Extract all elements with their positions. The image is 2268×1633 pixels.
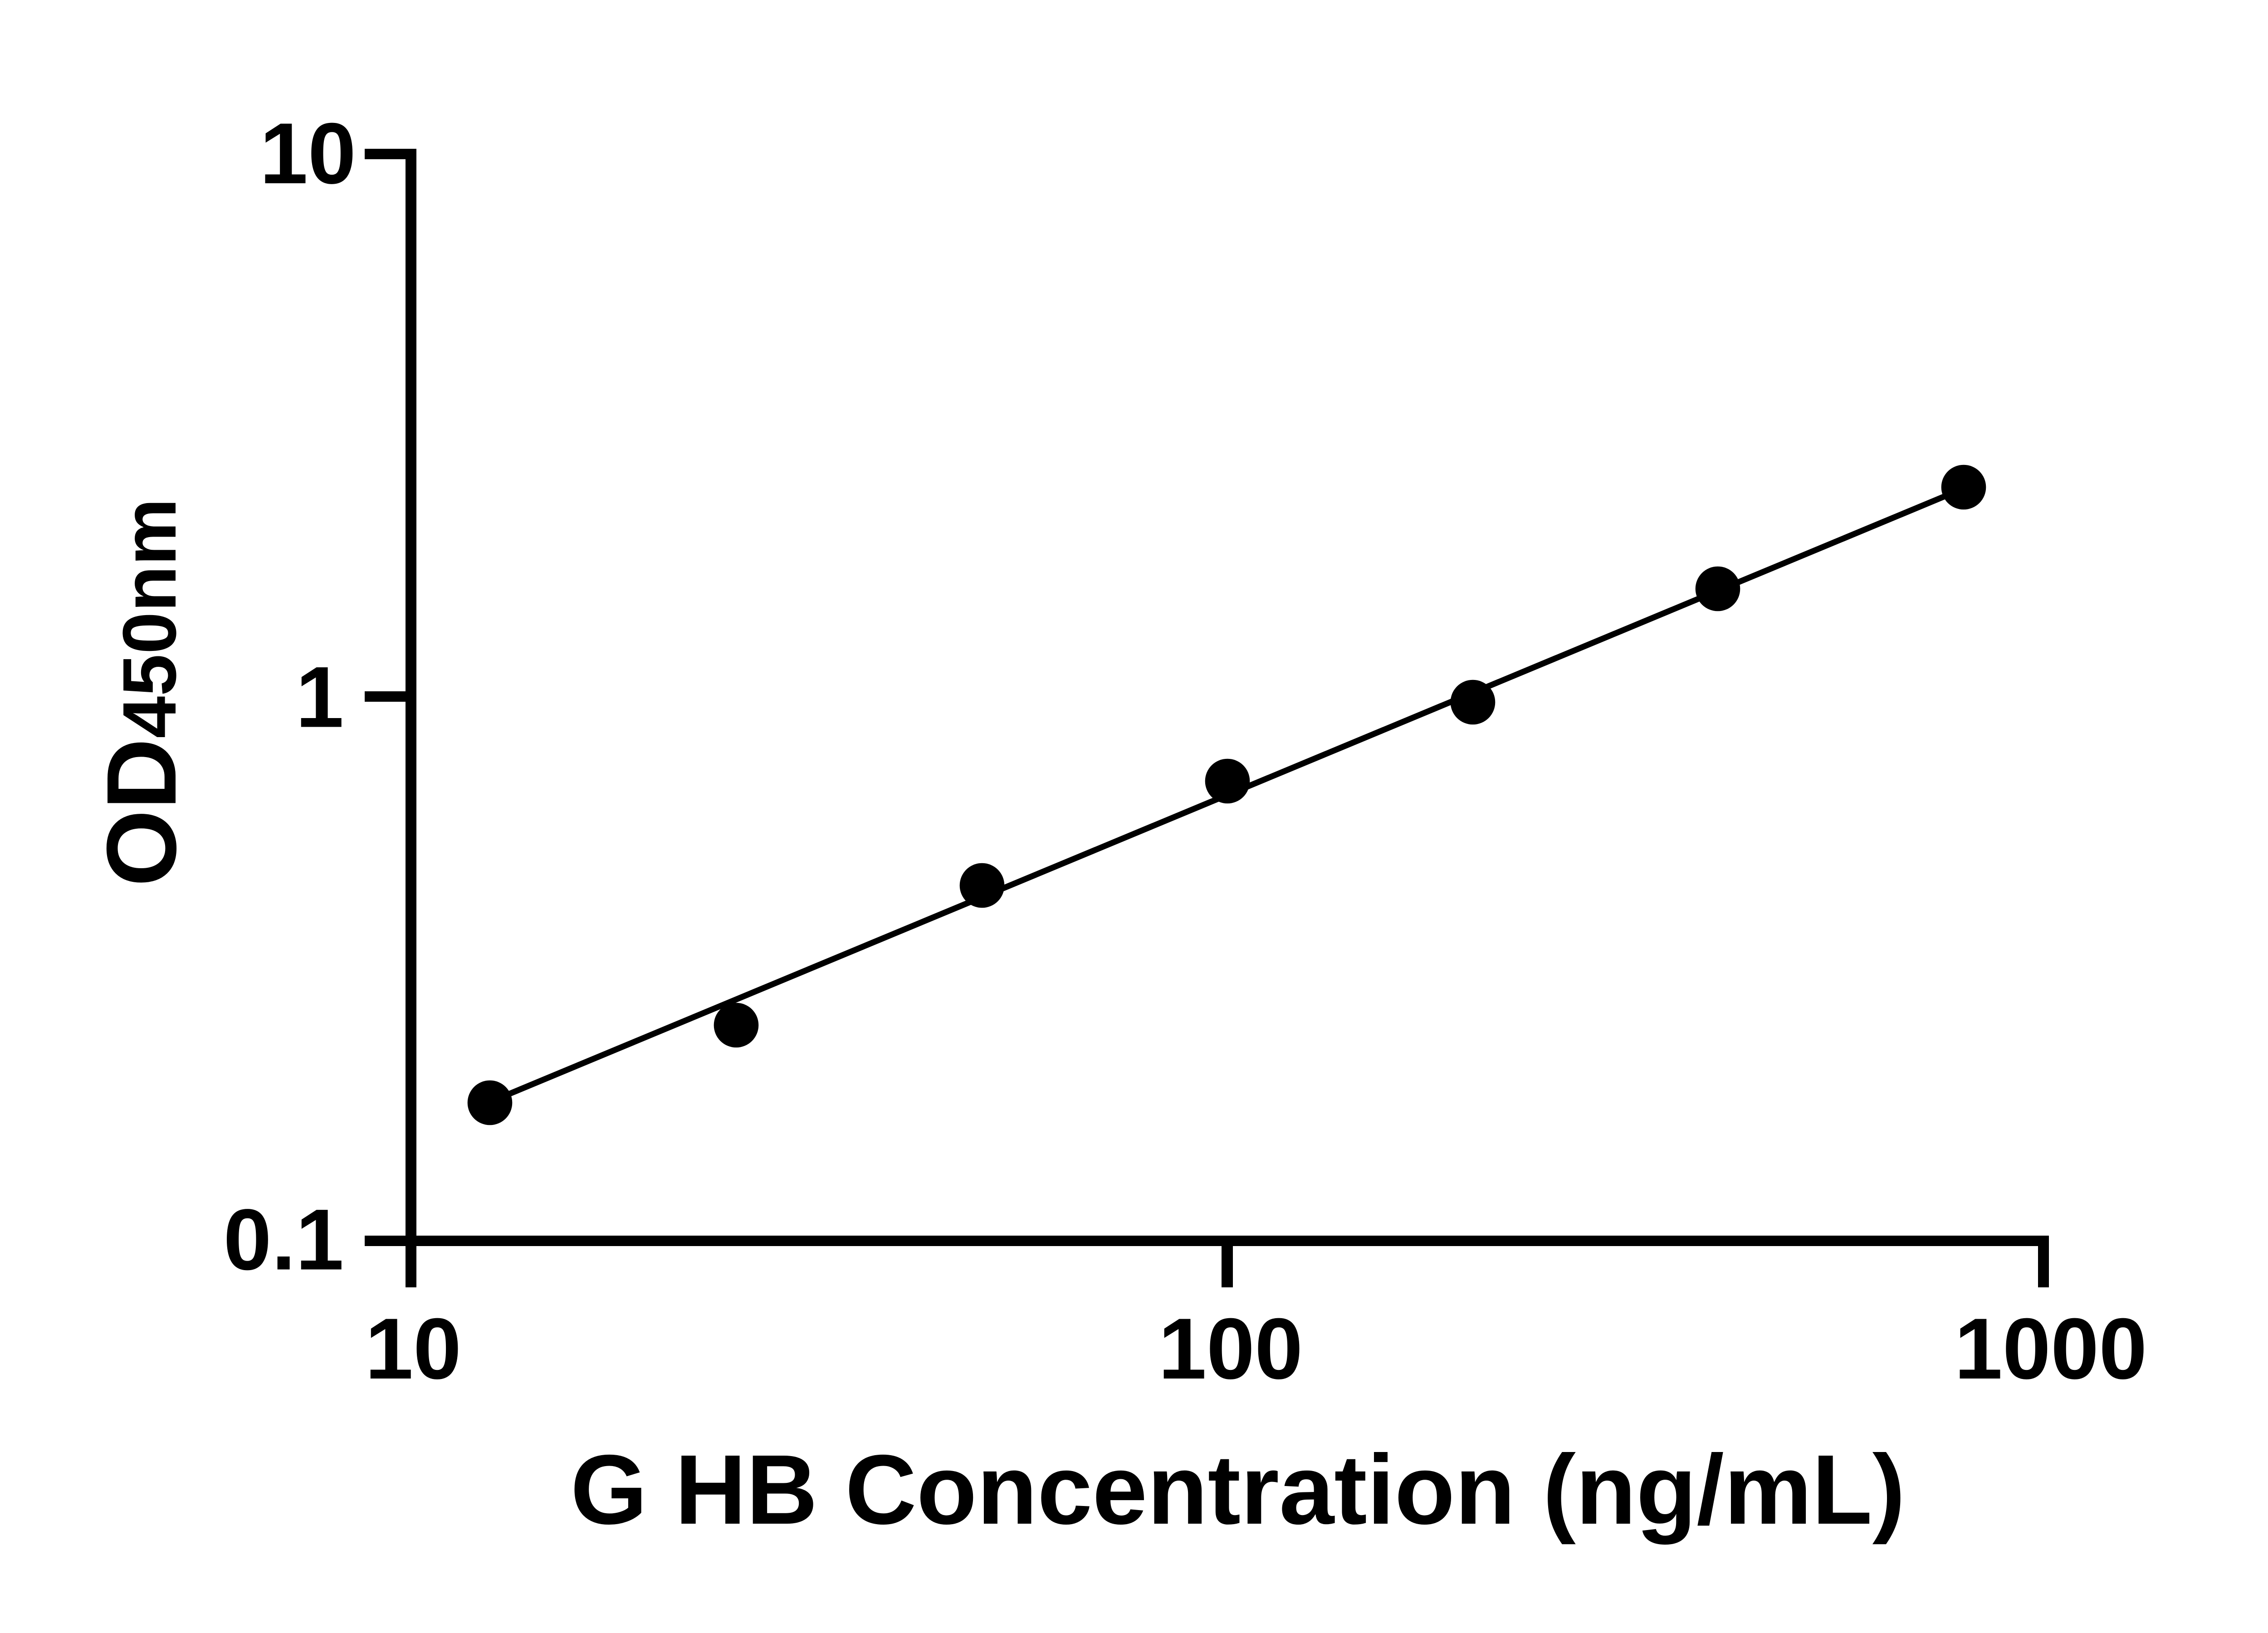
svg-text:1000: 1000 bbox=[1955, 1301, 2147, 1397]
svg-text:0.1: 0.1 bbox=[223, 1192, 344, 1288]
svg-text:1: 1 bbox=[296, 649, 344, 746]
svg-text:10: 10 bbox=[260, 105, 356, 202]
svg-text:G HB Concentration (ng/mL): G HB Concentration (ng/mL) bbox=[571, 1435, 1906, 1545]
svg-text:OD450nm: OD450nm bbox=[87, 498, 197, 886]
svg-text:100: 100 bbox=[1158, 1301, 1303, 1397]
svg-text:10: 10 bbox=[365, 1301, 461, 1397]
